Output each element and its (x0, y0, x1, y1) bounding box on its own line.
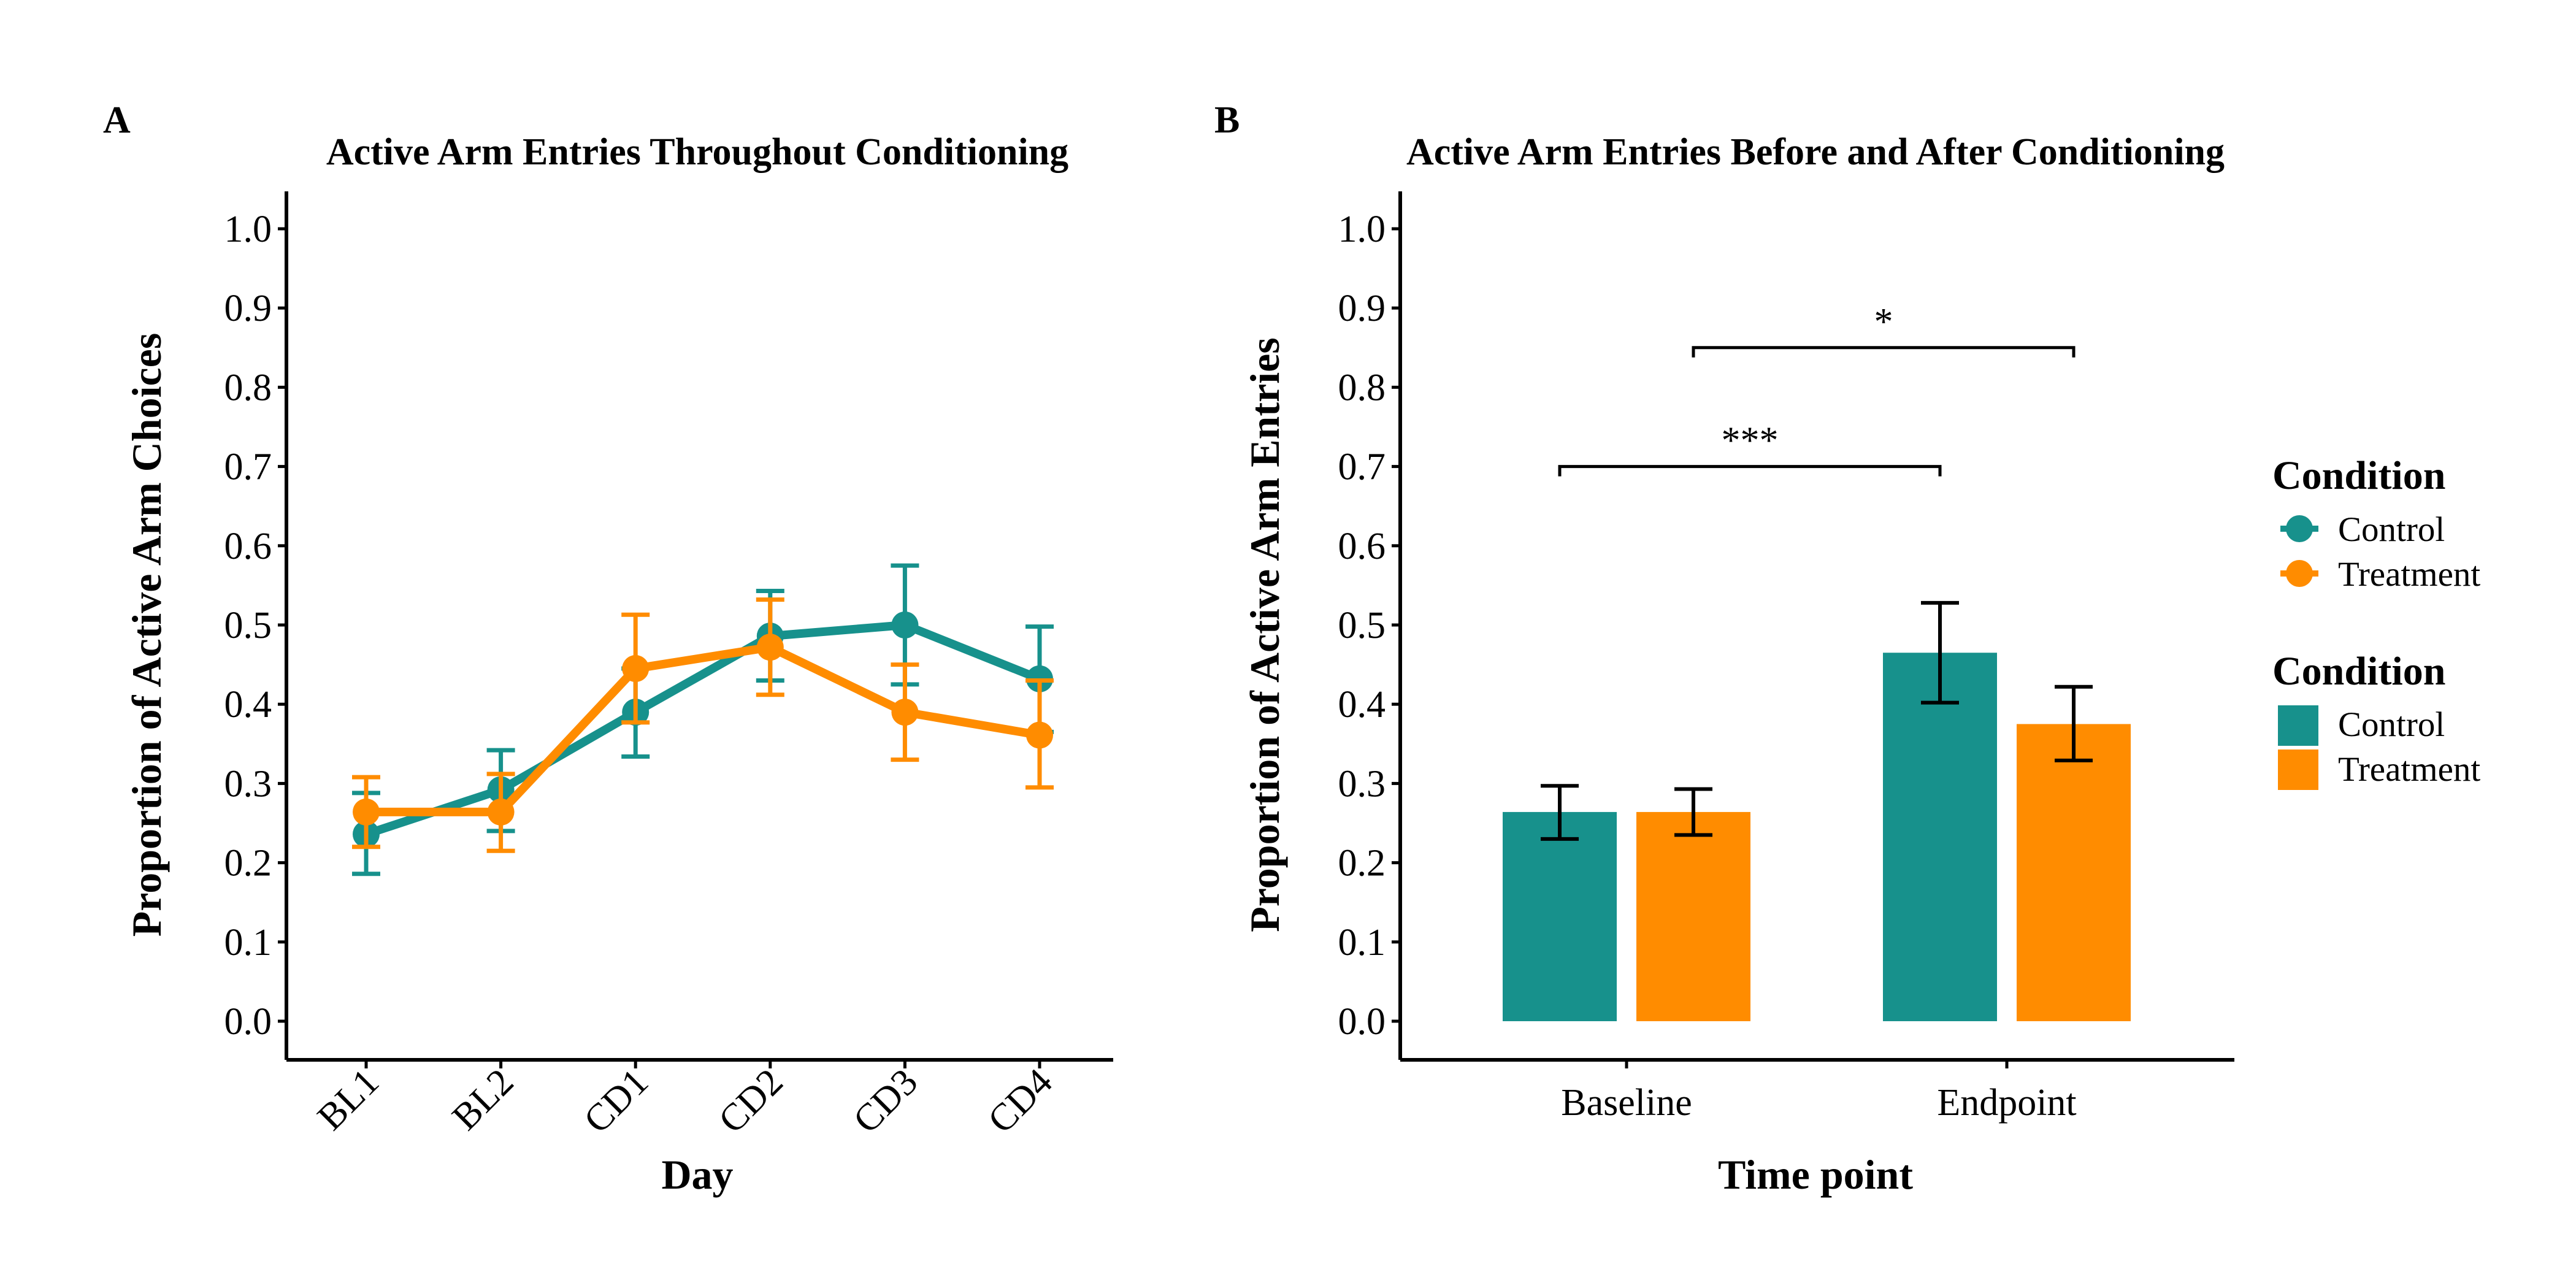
panel-b-plot: 0.0 0.1 0.2 0.3 0.4 0.5 0.6 0.7 0.8 0.9 1.0 Baselin… (1338, 191, 2234, 1124)
panel-b-significance-label: *** (1722, 420, 1779, 462)
panel-b-y-tick-label: 0.3 (1338, 763, 1386, 805)
panel-a-y-tick-label: 0.5 (224, 605, 272, 646)
panel-a-plot: 0.0 0.1 0.2 0.3 0.4 0.5 0.6 0.7 0.8 0.9 1.0 BL1 BL2 C… (224, 191, 1113, 1141)
panel-a-y-tick-label: 0.8 (224, 367, 272, 408)
panel-b-title: Active Arm Entries Before and After Cond… (1406, 131, 2225, 173)
panel-a-y-tick-label: 0.9 (224, 288, 272, 329)
panel-b-bar (1883, 653, 1997, 1021)
panel-a-x-tick-label: BL1 (310, 1061, 387, 1138)
panel-a-point (353, 798, 380, 826)
panel-b-y-tick-label: 0.5 (1338, 605, 1386, 646)
panel-a-ylabel: Proportion of Active Arm Choices (123, 333, 170, 937)
legend-bar-control-label: Control (2338, 705, 2445, 744)
panel-a-y-tick-label: 1.0 (224, 209, 272, 250)
legend-line-title: Condition (2272, 453, 2445, 498)
panel-a-y-tick-label: 0.7 (224, 447, 272, 488)
legend-line-control-label: Control (2338, 510, 2445, 549)
panel-a-point (1026, 721, 1053, 749)
panel-a-y-tick-label: 0.0 (224, 1001, 272, 1043)
legend-bar-control-swatch (2278, 705, 2318, 746)
panel-a-y-tick-label: 0.4 (224, 684, 272, 726)
panel-a-point (756, 634, 784, 661)
panel-b-xlabel: Time point (1718, 1151, 1913, 1198)
legend-bar-treatment-swatch (2278, 749, 2318, 790)
panel-b-y-tick-label: 0.1 (1338, 922, 1386, 964)
panel-a-x-tick-label: BL2 (444, 1061, 521, 1138)
panel-a-title: Active Arm Entries Throughout Conditioni… (326, 131, 1068, 173)
legend-line-control: Control (2280, 510, 2445, 549)
panel-b-significance-label: * (1874, 301, 1893, 343)
panel-a-y-tick-label: 0.6 (224, 526, 272, 567)
panel-b-y-tick-label: 0.0 (1338, 1001, 1386, 1043)
panel-b-series-treatment (1636, 684, 2131, 1021)
panel-a-series-line (366, 643, 1041, 816)
panel-b-y-tick-label: 0.7 (1338, 447, 1386, 488)
panel-b-y-tick-label: 1.0 (1338, 209, 1386, 250)
legend-bar-title: Condition (2272, 649, 2445, 694)
panel-a-point (622, 655, 650, 683)
panel-b-bar (1636, 811, 1750, 1021)
panel-b-significance-1: *** (1558, 420, 1942, 477)
panel-a-y-tick-label: 0.2 (224, 843, 272, 884)
legend-line-treatment: Treatment (2280, 555, 2480, 594)
legend-bar-control: Control (2278, 705, 2445, 746)
panel-a-series-treatment (352, 597, 1054, 853)
panel-a-xlabel: Day (661, 1151, 733, 1198)
legend-line-treatment-marker (2286, 560, 2313, 587)
panel-a-x-tick-label: CD2 (711, 1061, 791, 1141)
panel-b-series-control (1503, 600, 1997, 1021)
panel-b-y-tick-label: 0.6 (1338, 526, 1386, 567)
panel-a-letter: A (103, 99, 131, 141)
legend-bar-treatment-label: Treatment (2338, 750, 2480, 789)
panel-b-y-tick-label: 0.9 (1338, 288, 1386, 329)
legend-line-treatment-label: Treatment (2338, 555, 2480, 594)
panel-a-y-tick-label: 0.1 (224, 922, 272, 964)
legend-bar-treatment: Treatment (2278, 749, 2480, 790)
panel-a-point (891, 699, 919, 726)
panel-b-significance-bracket (1692, 346, 2076, 358)
panel-b-x-tick-label: Baseline (1561, 1082, 1692, 1124)
panel-b-y-tick-label: 0.4 (1338, 684, 1386, 726)
panel-a-point (487, 798, 515, 826)
panel-a-x-tick-label: CD4 (980, 1061, 1060, 1141)
panel-b-y-tick-label: 0.2 (1338, 843, 1386, 884)
panel-b-significance-2: * (1692, 301, 2076, 358)
panel-b-significance-bracket (1558, 465, 1942, 477)
panel-a-y-tick-label: 0.3 (224, 763, 272, 805)
legend-line-control-marker (2286, 515, 2313, 542)
panel-b-y-tick-label: 0.8 (1338, 367, 1386, 408)
panel-b-letter: B (1214, 99, 1240, 141)
panel-b-bar (1503, 811, 1617, 1021)
panel-a-point (891, 611, 919, 638)
panel-a-x-tick-label: CD1 (576, 1061, 656, 1141)
panel-a-series-line (364, 621, 1041, 838)
panel-b-x-tick-label: Endpoint (1937, 1082, 2076, 1124)
panel-b-bar (2017, 724, 2131, 1021)
panel-a-x-tick-label: CD3 (845, 1061, 926, 1141)
panel-b-ylabel: Proportion of Active Arm Entries (1241, 337, 1288, 932)
